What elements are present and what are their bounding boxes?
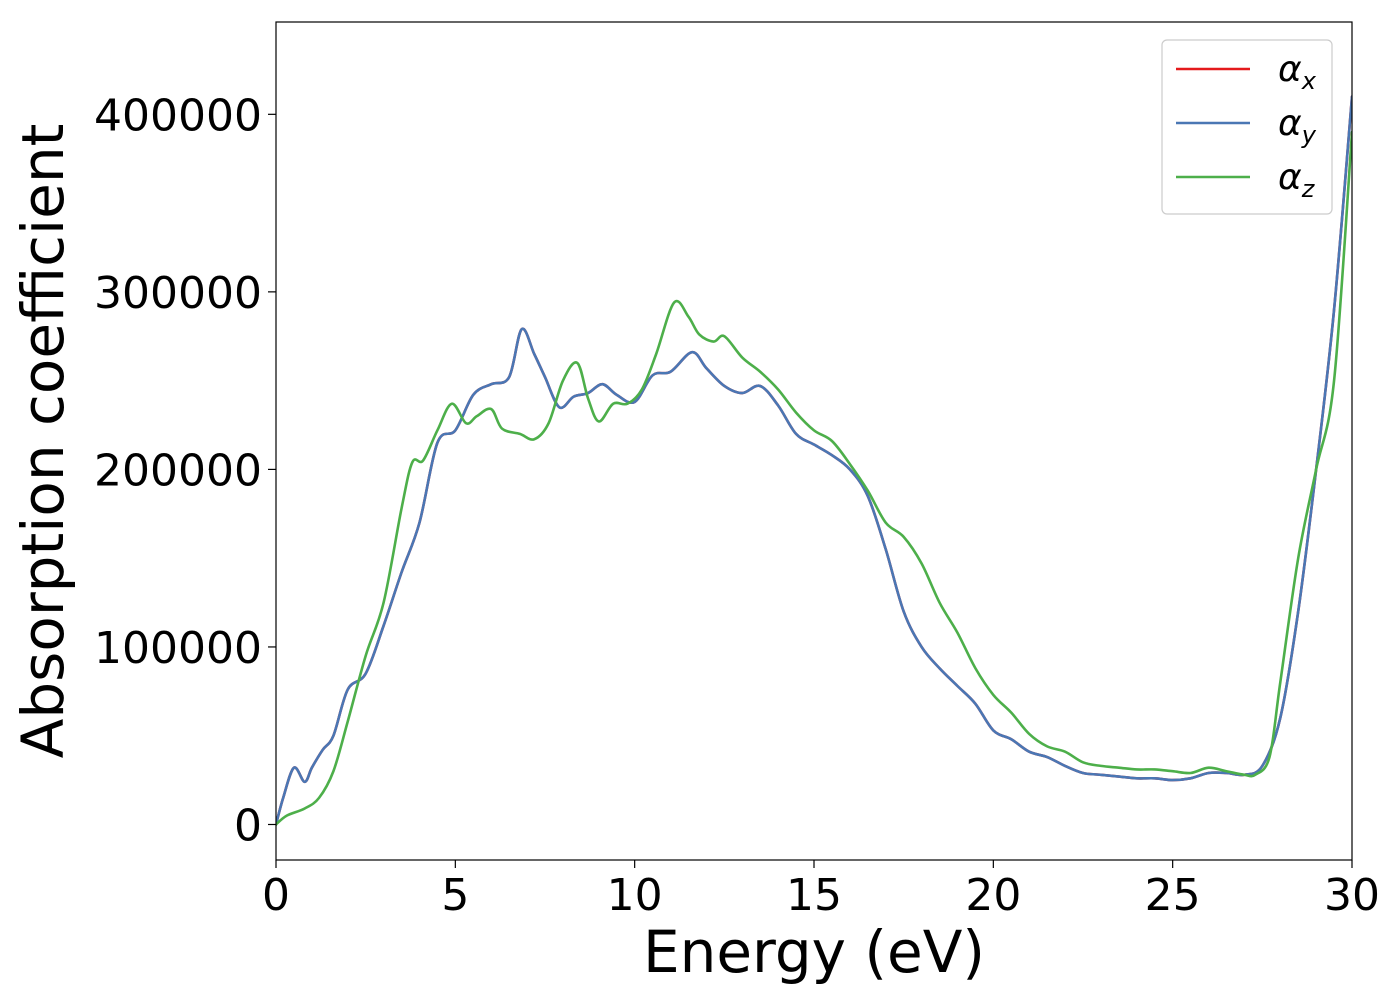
- series-line-y: [276, 95, 1352, 826]
- y-tick-label: 300000: [94, 268, 262, 319]
- y-tick-label: 400000: [94, 90, 262, 141]
- x-tick-label: 10: [607, 870, 663, 921]
- legend-label-z: αz: [1278, 157, 1316, 203]
- y-axis-label: Absorption coefficient: [9, 124, 77, 759]
- x-axis: 0 5 10 15 20 25 30: [262, 860, 1380, 921]
- series-line-z: [276, 130, 1352, 826]
- series-layer: [276, 95, 1352, 826]
- x-tick-label: 20: [965, 870, 1021, 921]
- x-tick-label: 15: [786, 870, 842, 921]
- legend-label-y: αy: [1278, 103, 1317, 149]
- x-tick-label: 5: [441, 870, 469, 921]
- y-tick-label: 0: [234, 800, 262, 851]
- x-axis-label: Energy (eV): [643, 918, 985, 986]
- y-axis: 0 100000 200000 300000 400000: [94, 90, 276, 851]
- x-tick-label: 30: [1324, 870, 1380, 921]
- y-tick-label: 200000: [94, 445, 262, 496]
- x-tick-label: 25: [1145, 870, 1201, 921]
- legend-box: [1161, 39, 1333, 215]
- legend: αx αy αz: [1161, 39, 1333, 215]
- y-tick-label: 100000: [94, 623, 262, 674]
- x-tick-label: 0: [262, 870, 290, 921]
- legend-label-x: αx: [1278, 49, 1317, 95]
